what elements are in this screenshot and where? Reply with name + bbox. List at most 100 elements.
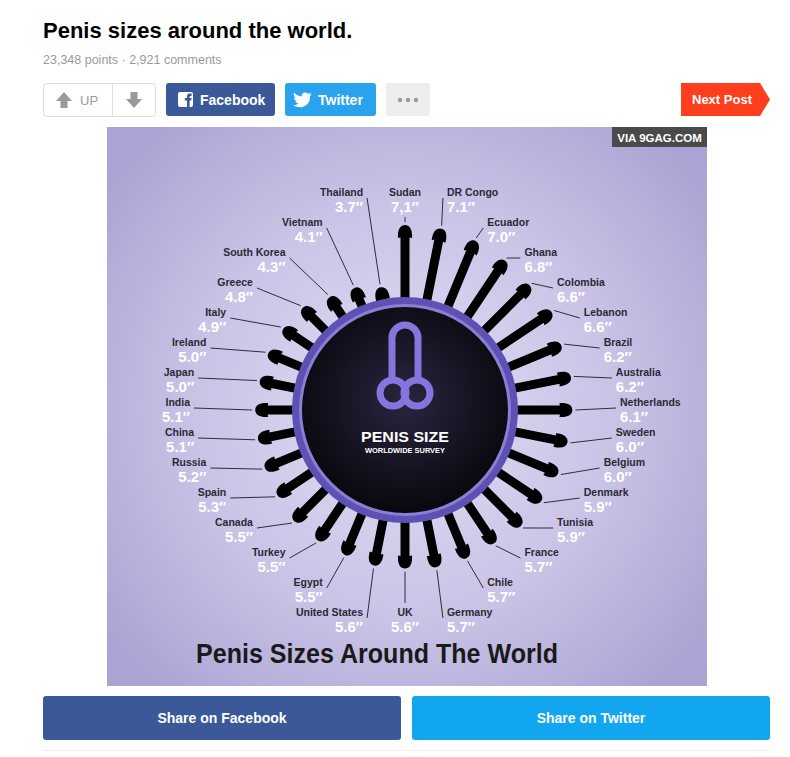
leader-line (523, 527, 553, 528)
category-label: UK (397, 606, 413, 618)
value-label: 6.0″ (616, 438, 644, 455)
share-twitter-label[interactable]: Share on Twitter (537, 710, 646, 726)
category-label: Lebanon (584, 306, 628, 318)
image-background (107, 127, 707, 686)
value-label: 5.3″ (198, 498, 226, 515)
value-label: 5.0″ (178, 348, 206, 365)
category-label: Brazil (604, 336, 633, 348)
share-facebook-button[interactable] (43, 696, 401, 740)
share-twitter-button[interactable] (412, 696, 770, 740)
category-label: India (165, 396, 190, 408)
category-label: Australia (616, 366, 661, 378)
category-label: Vietnam (282, 216, 323, 228)
category-label: Netherlands (620, 396, 681, 408)
value-label: 5.6″ (335, 618, 363, 635)
leader-line (405, 572, 406, 603)
next-post-label[interactable]: Next Post (692, 92, 753, 107)
value-label: 5.9″ (584, 498, 612, 515)
more-button[interactable] (386, 83, 430, 116)
facebook-label[interactable]: Facebook (200, 92, 266, 108)
category-label: Italy (205, 306, 226, 318)
center-disc (302, 307, 508, 513)
value-label: 5.2″ (178, 468, 206, 485)
leader-line (194, 408, 252, 410)
watermark-box (612, 127, 707, 147)
value-label: 5.0″ (166, 378, 194, 395)
category-label: Chile (487, 576, 513, 588)
value-label: 4.1″ (295, 228, 323, 245)
up-arrow[interactable] (56, 92, 72, 108)
category-label: South Korea (223, 246, 286, 258)
share-facebook-label[interactable]: Share on Facebook (157, 710, 286, 726)
center-ring-inner (299, 304, 511, 516)
leader-line (532, 283, 553, 288)
logo-title: PENIS SIZE (361, 429, 449, 445)
up-label[interactable]: UP (80, 93, 98, 108)
value-label: 5.7″ (487, 588, 515, 605)
category-label: Sudan (389, 186, 421, 198)
category-label: Belgium (604, 456, 645, 468)
center-ring (292, 297, 518, 523)
leader-line (327, 558, 344, 588)
category-label: Ghana (524, 246, 557, 258)
value-label: 5.1″ (162, 408, 190, 425)
facebook-icon (178, 92, 193, 107)
category-label: China (165, 426, 194, 438)
leader-line (564, 344, 600, 348)
value-label: 7.1″ (447, 198, 475, 215)
facebook-button[interactable] (166, 83, 275, 116)
separator (43, 750, 770, 751)
labels: Sudan7,1″DR Congo7.1″Ecuador7.0″Ghana6.8… (162, 186, 681, 635)
facebook-f (185, 94, 192, 107)
vote-box[interactable] (44, 84, 156, 117)
down-arrow[interactable] (126, 92, 142, 108)
value-label: 4.9″ (198, 318, 226, 335)
value-label: 5.1″ (166, 438, 194, 455)
leader-line (290, 258, 328, 295)
logo-right (404, 380, 430, 406)
category-label: DR Congo (447, 186, 498, 198)
value-label: 6.8″ (524, 258, 552, 275)
category-label: Ireland (172, 336, 206, 348)
leader-line (327, 228, 354, 285)
leader-line (367, 568, 373, 618)
category-label: Thailand (320, 186, 363, 198)
leader-line (230, 497, 275, 498)
twitter-button[interactable] (285, 83, 376, 116)
leader-line (468, 561, 484, 588)
logo-shaft (392, 325, 418, 378)
value-label: 6.6″ (557, 288, 585, 305)
leader-line (405, 217, 406, 222)
twitter-label[interactable]: Twitter (318, 92, 363, 108)
more-dot (414, 98, 418, 102)
value-label: 7.0″ (487, 228, 515, 245)
leader-line (476, 228, 483, 238)
category-label: France (524, 546, 559, 558)
category-label: Greece (217, 276, 253, 288)
category-label: Colombia (557, 276, 605, 288)
category-label: Sweden (616, 426, 656, 438)
vote-divider (112, 84, 113, 117)
value-label: 4.3″ (258, 258, 286, 275)
category-label: Canada (215, 516, 253, 528)
leader-line (367, 198, 380, 284)
more-dot (406, 98, 410, 102)
value-label: 4.8″ (225, 288, 253, 305)
value-label: 6.6″ (584, 318, 612, 335)
leader-line (290, 543, 317, 558)
page: Penis sizes around the world.23,348 poin… (0, 0, 790, 757)
leader-line (257, 288, 301, 306)
category-label: Russia (172, 456, 207, 468)
leader-line (561, 468, 600, 475)
leader-line (210, 348, 265, 352)
chart-title: Penis Sizes Around The World (196, 638, 558, 669)
leader-line (570, 438, 611, 443)
value-label: 6.1″ (620, 408, 648, 425)
value-label: 5.5″ (225, 528, 253, 545)
leader-line (507, 258, 521, 259)
category-label: Spain (198, 486, 227, 498)
twitter-bird (293, 92, 312, 107)
value-label: 5.9″ (557, 528, 585, 545)
next-post-button[interactable] (681, 83, 770, 116)
category-label: Japan (164, 366, 194, 378)
